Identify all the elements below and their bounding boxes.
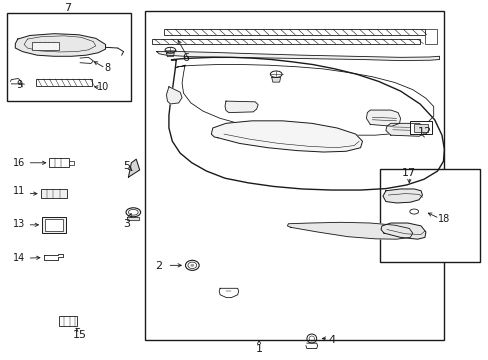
Bar	[413, 124, 427, 132]
Bar	[42, 217, 65, 233]
Text: 1: 1	[255, 343, 262, 354]
Bar	[45, 219, 62, 230]
Bar	[144, 12, 444, 339]
Polygon shape	[166, 87, 182, 104]
Bar	[69, 161, 74, 165]
Polygon shape	[15, 34, 105, 56]
Polygon shape	[10, 78, 21, 84]
Polygon shape	[219, 288, 238, 298]
Text: 10: 10	[97, 82, 109, 92]
Text: 15: 15	[73, 330, 86, 340]
Text: 3: 3	[123, 219, 130, 229]
Text: 11: 11	[13, 186, 25, 197]
Polygon shape	[128, 159, 140, 177]
Text: 18: 18	[437, 215, 449, 224]
Bar	[379, 169, 479, 262]
Text: 8: 8	[104, 63, 110, 73]
Text: 13: 13	[13, 219, 25, 229]
Bar	[424, 30, 436, 44]
Polygon shape	[287, 222, 412, 239]
Ellipse shape	[190, 264, 194, 267]
Polygon shape	[80, 57, 93, 63]
Text: 9: 9	[16, 80, 22, 90]
Bar	[409, 121, 431, 134]
Polygon shape	[271, 77, 280, 82]
Polygon shape	[211, 121, 362, 152]
Polygon shape	[166, 53, 174, 57]
Text: 6: 6	[182, 53, 189, 63]
Bar	[163, 30, 424, 35]
Bar	[32, 42, 59, 50]
Polygon shape	[380, 223, 425, 239]
Polygon shape	[224, 101, 258, 113]
Polygon shape	[157, 51, 439, 60]
Bar	[6, 13, 131, 101]
Text: 2: 2	[155, 261, 163, 271]
Bar	[59, 316, 77, 326]
Text: 7: 7	[64, 3, 71, 13]
Polygon shape	[385, 123, 423, 136]
Polygon shape	[382, 189, 422, 203]
Text: 17: 17	[402, 168, 415, 178]
Text: 12: 12	[417, 127, 431, 136]
Text: 16: 16	[13, 158, 25, 168]
Polygon shape	[366, 110, 400, 126]
Text: 4: 4	[328, 334, 335, 345]
Bar	[36, 79, 92, 86]
Bar	[152, 39, 419, 44]
Polygon shape	[43, 254, 63, 260]
Text: 14: 14	[13, 253, 25, 263]
Text: 5: 5	[123, 161, 130, 171]
Bar	[41, 189, 67, 198]
Bar	[49, 158, 69, 167]
Polygon shape	[127, 217, 139, 220]
